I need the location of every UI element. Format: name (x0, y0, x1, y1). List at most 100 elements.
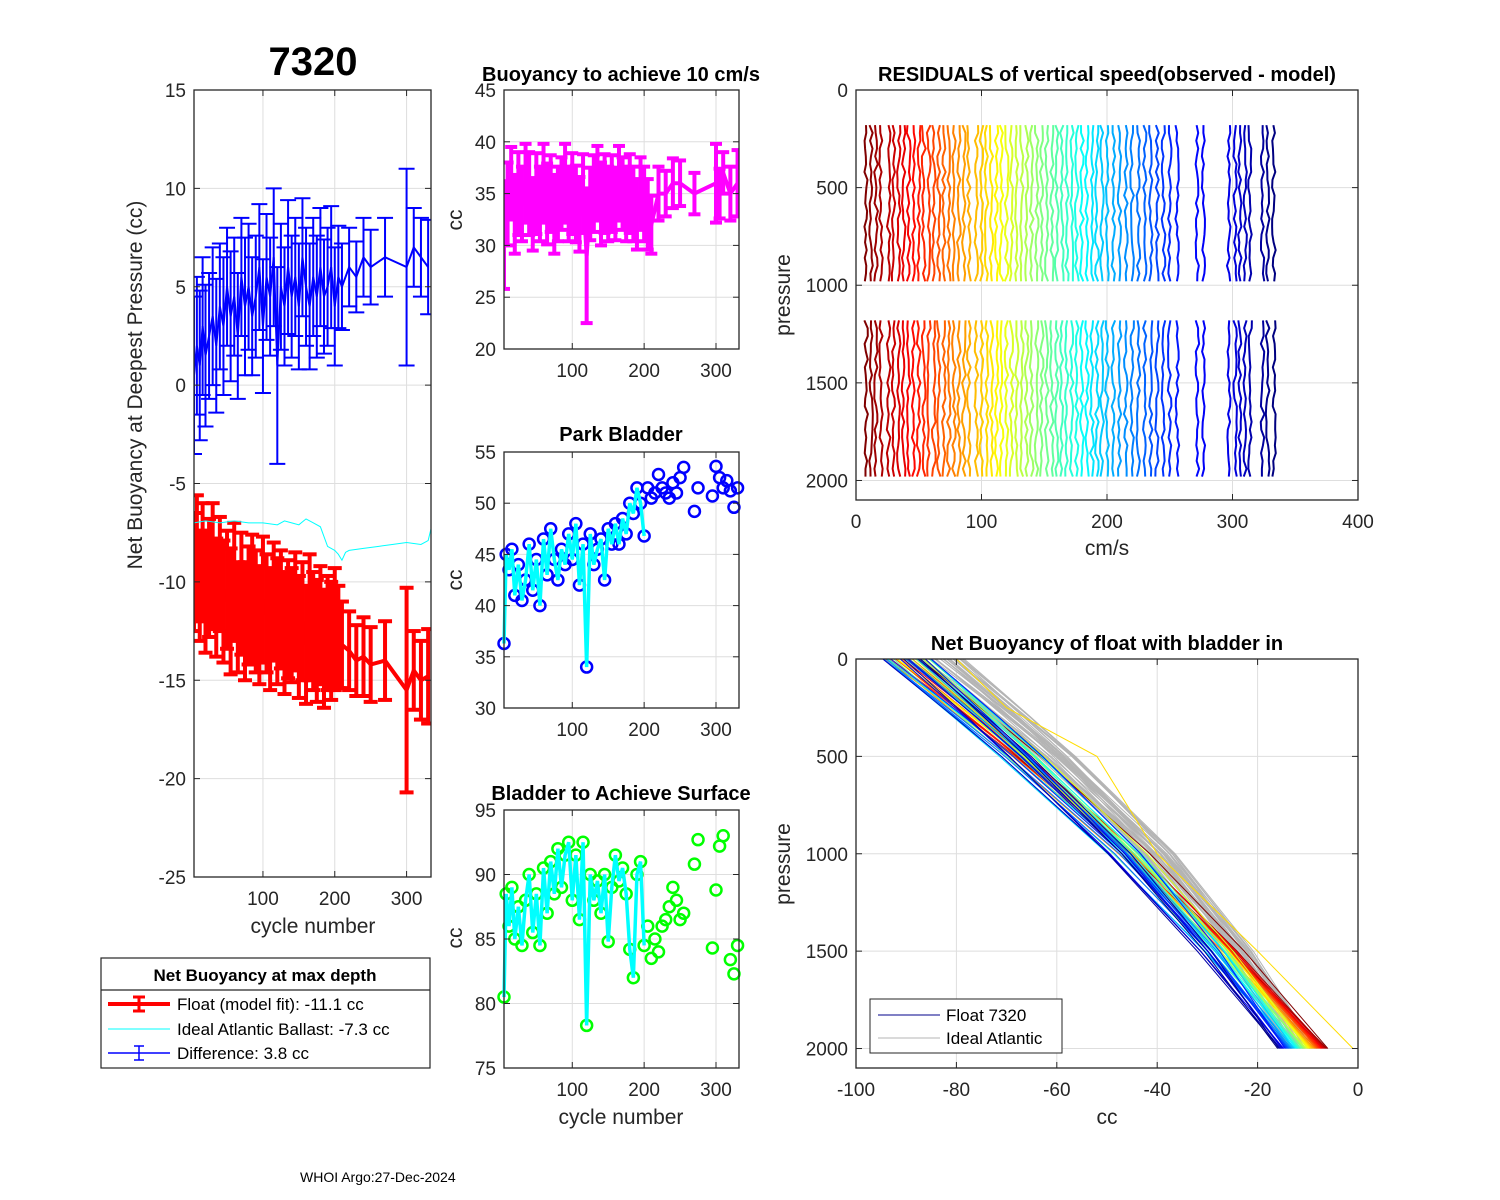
x-tick-label: 300 (700, 720, 732, 741)
residual-profile-line (1174, 124, 1180, 282)
residual-profile-line (1008, 320, 1015, 477)
residual-profile-line (1232, 320, 1238, 477)
buoyancy-10cms-errorbar (659, 168, 672, 219)
difference-errorbar (290, 242, 307, 371)
y-tick-label: 1000 (806, 845, 848, 866)
float-profile (882, 658, 1290, 1049)
residual-profile-line (956, 125, 962, 282)
difference-errorbar (276, 246, 293, 367)
residual-profile-line (1116, 124, 1123, 282)
x-axis-label: cycle number (559, 1106, 684, 1129)
difference-errorbar (258, 212, 275, 341)
residual-profile-line (1073, 320, 1080, 477)
y-tick-label: 1500 (806, 374, 848, 395)
x-tick-label: -80 (943, 1080, 970, 1101)
residual-profile-line (1019, 320, 1025, 477)
float-errorbar (342, 609, 357, 693)
y-tick-label: -5 (169, 475, 186, 496)
residual-profile-line (961, 124, 967, 282)
x-tick-label: -40 (1143, 1080, 1170, 1101)
residual-profile-line (1049, 125, 1055, 282)
residual-profile-line (1043, 320, 1050, 477)
residual-profile-line (1024, 124, 1030, 282)
float-profile (930, 658, 1286, 1049)
y-axis-label: pressure (772, 254, 795, 336)
x-tick-label: -100 (837, 1080, 875, 1101)
legend-title: Net Buoyancy at max depth (154, 966, 377, 985)
float-profile (882, 658, 1282, 1049)
residual-profile-line (920, 125, 927, 282)
ideal-atlantic-profile (955, 658, 1313, 1049)
data-point-marker (648, 932, 662, 946)
y-tick-label: -10 (159, 573, 186, 594)
residual-profile-line (1023, 320, 1030, 477)
ideal-atlantic-line (194, 518, 431, 562)
legend-box (100, 957, 431, 1069)
residual-profile-line (1094, 320, 1100, 477)
residual-profile-line (1259, 125, 1266, 282)
y-tick-label: 1500 (806, 942, 848, 963)
x-tick-label: 100 (556, 1080, 588, 1101)
data-point-marker (651, 945, 666, 959)
data-point-marker (709, 883, 723, 897)
residual-profile-line (1038, 320, 1045, 477)
buoyancy-10cms-errorbar (674, 158, 687, 209)
residual-profile-line (1064, 320, 1070, 477)
residual-profile-line (906, 320, 912, 477)
data-point-marker (716, 481, 730, 495)
residual-profile-line (1247, 125, 1253, 282)
tick-labels: 100 200 300 55 50 45 40 35 30 (475, 443, 740, 741)
legend-label-difference: Difference: 3.8 cc (177, 1044, 309, 1063)
tick-labels: 100 200 300 15 10 5 0 -5 -10 -15 -20 -25 (159, 81, 432, 910)
tick-labels: 100 200 300 45 40 35 30 25 20 (475, 81, 740, 382)
data-point-marker (705, 941, 720, 955)
residual-profile-line (935, 320, 942, 477)
legend-label-ideal: Ideal Atlantic (946, 1029, 1043, 1048)
y-axis-label: pressure (772, 823, 795, 905)
residual-profile-line (863, 125, 869, 282)
residuals-title: RESIDUALS of vertical speed(observed - m… (878, 64, 1336, 86)
residual-profile-line (890, 320, 897, 477)
residual-profile-line (1232, 125, 1238, 282)
y-tick-label: 25 (475, 288, 496, 309)
difference-errorbar (412, 216, 429, 298)
float-errorbar (363, 625, 378, 704)
difference-errorbar (219, 226, 236, 347)
net-buoyancy-legend: Net Buoyancy at max depth Float (model f… (100, 957, 431, 1069)
y-tick-label: -20 (159, 770, 186, 791)
y-tick-label: 80 (475, 995, 496, 1016)
float-profile (930, 658, 1295, 1049)
residual-profile-line (993, 320, 1000, 477)
residual-profile-line (1064, 125, 1070, 282)
residual-profile-line (1084, 125, 1090, 282)
residual-profile-line (1104, 320, 1110, 477)
residual-profile-line (1247, 320, 1253, 477)
residual-profile-line (925, 124, 932, 282)
legend-label-float: Float (model fit): -11.1 cc (177, 995, 364, 1014)
data-point-marker (730, 481, 745, 495)
float-errorbar (413, 638, 428, 722)
residual-profile-line (915, 320, 922, 477)
y-tick-label: 45 (475, 81, 496, 102)
residual-profile-line (1174, 320, 1181, 477)
data-point-marker (716, 829, 730, 843)
data-point-marker (658, 912, 673, 927)
axes-frame (503, 89, 740, 350)
residual-profile-line (885, 320, 892, 477)
tick-labels: 0 100 200 300 400 0 500 1000 1500 2000 (806, 81, 1374, 533)
data-point-marker (691, 481, 705, 495)
plot-area (882, 658, 1354, 1049)
residual-profile-line (920, 320, 927, 477)
residual-profile-line (1069, 124, 1075, 282)
residual-profile-line (931, 124, 937, 282)
residual-profile-line (1123, 124, 1129, 282)
bladder-surface-axes: Bladder to Achieve Surface 100 200 300 95 90… (444, 783, 751, 1129)
float-id-title: 7320 (269, 40, 358, 84)
y-tick-label: 85 (475, 930, 496, 951)
buoyancy-10cms-errorbar (731, 148, 739, 219)
plot-area (497, 459, 745, 674)
axes-frame (855, 658, 1359, 1069)
residual-profile-line (890, 124, 897, 282)
residual-profile-line (1160, 320, 1167, 477)
plot-area (497, 829, 745, 1033)
